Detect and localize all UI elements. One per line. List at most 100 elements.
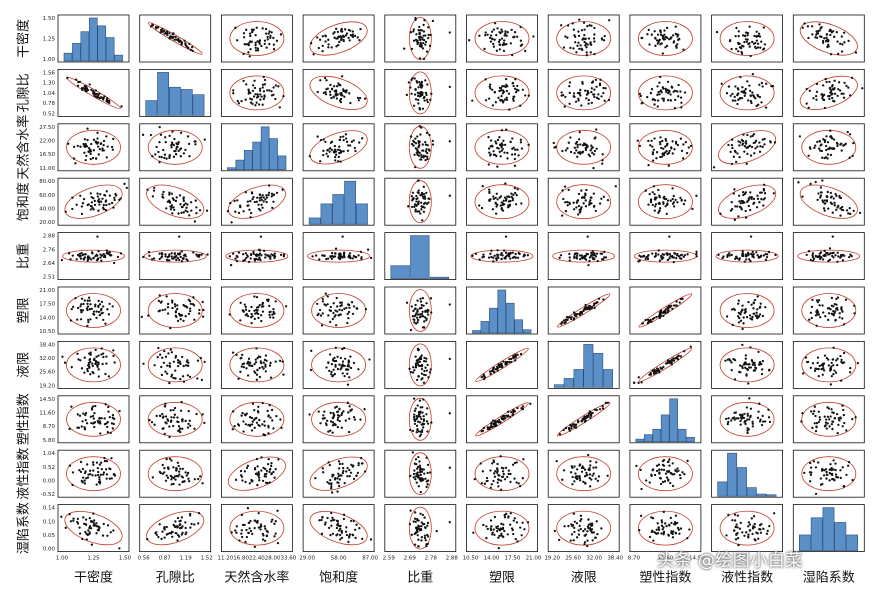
scatter-point [665,470,669,473]
scatter-point [99,193,102,196]
scatter-point [239,469,243,473]
scatter-point [420,303,423,307]
scatter-point [182,211,185,214]
scatter-point [158,523,161,526]
scatter-point [514,78,517,81]
scatter-point [338,145,341,148]
confidence-ellipse [801,456,857,492]
scatter-point [575,206,578,209]
scatter-point [262,466,265,470]
scatter-point [757,255,761,259]
scatter-point [255,311,258,314]
histogram-bar [80,31,90,62]
confidence-ellipse [309,130,368,165]
histogram-bar [489,307,498,334]
scatter-point [656,99,660,102]
scatter-point [258,366,261,370]
scatter-point [97,96,100,99]
scatter-point [80,205,84,208]
scatter-point [242,365,246,369]
scatter-point [748,397,751,400]
scatter-point [409,328,413,332]
scatter-point [591,305,594,308]
scatter-point [815,299,819,302]
scatter-point [568,91,571,95]
scatter-point [101,197,104,200]
scatter-point [738,200,741,203]
scatter-point [763,183,766,186]
scatter-point [842,408,845,412]
scatter-point [197,522,200,525]
scatter-point [591,411,594,415]
scatter-point [105,135,108,138]
scatter-point [259,525,262,529]
scatter-point [342,513,346,516]
scatter-point [336,148,340,151]
scatter-point [761,414,764,418]
scatter-point [415,33,418,36]
scatter-point [837,81,841,84]
scatter-point [90,421,93,425]
scatter-point [113,198,116,202]
scatter-point [168,253,171,256]
scatter-point [833,92,837,95]
scatter-point [88,365,91,369]
scatter-point [663,195,666,198]
scatter-point [584,89,587,92]
scatter-point [421,47,425,50]
scatter-point [428,133,431,137]
scatter-point [836,260,839,263]
scatter-point [86,302,89,305]
scatter-point [190,522,193,526]
scatter-point [836,94,839,98]
scatter-point [334,159,337,162]
scatter-point [659,89,663,92]
scatter-point [664,46,667,49]
scatter-point [102,139,106,143]
scatter-point [827,318,830,322]
scatter-point [177,464,180,468]
scatter-point [83,482,86,485]
scatter-point [174,149,177,153]
scatter-point [448,194,451,197]
panel-frame [547,69,620,117]
scatter-point [804,356,808,359]
scatter-point [257,474,260,477]
scatter-point [649,91,653,95]
scatter-point [149,25,153,28]
scatter-point [566,200,569,204]
scatter-point [738,316,741,320]
scatter-point [583,40,586,44]
scatter-point [576,44,579,47]
scatter-point [325,79,328,82]
scatter-point [485,536,488,540]
scatter-point [415,424,419,427]
scatter-point [519,138,523,141]
scatter-point [177,425,181,428]
scatter-point [92,512,95,515]
scatter-point [498,43,501,46]
scatter-point [520,43,524,46]
scatter-point [471,254,474,257]
scatter-point [230,221,233,224]
scatter-point [638,144,642,148]
scatter-point [162,427,165,430]
scatter-point [339,538,342,541]
scatter-point [165,533,168,536]
scatter-point [337,484,341,488]
scatter-point [659,309,663,312]
scatter-point [350,463,353,466]
scatter-point [323,410,326,413]
scatter-point [417,485,420,488]
scatter-point [480,206,484,210]
scatter-point [758,150,762,153]
scatter-point [574,100,578,103]
scatter-point [103,417,106,420]
scatter-point [659,254,663,258]
scatter-point [231,252,235,255]
scatter-point [168,425,171,428]
scatter-point [585,188,588,192]
scatter-point [505,42,508,46]
scatter-point [744,34,747,38]
scatter-point [422,360,426,363]
